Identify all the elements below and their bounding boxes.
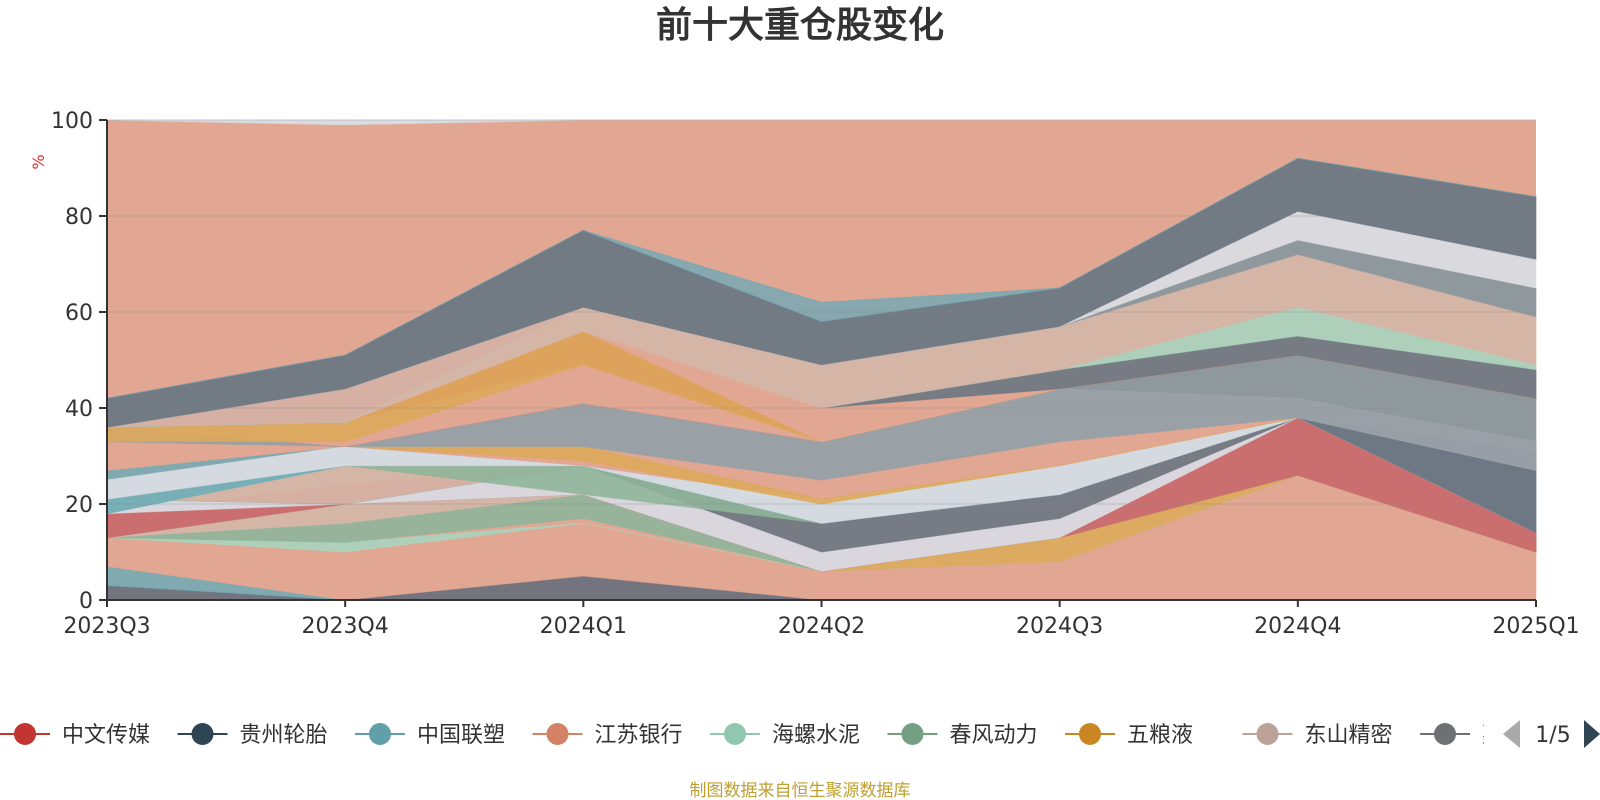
legend-prev-page-icon[interactable] [1503,720,1520,748]
y-tick-label: 80 [65,205,93,230]
x-tick-label: 2023Q3 [63,614,150,639]
y-axis-unit-label: % [29,154,48,169]
legend-label: 五粮液 [1127,723,1193,748]
legend-label: 江苏银行 [595,723,683,748]
area-bands [106,119,1537,601]
legend-label: 中文传媒 [62,723,150,748]
y-axis-ticks: 0 20 40 60 80 100 [51,109,107,614]
legend-item[interactable]: 五粮液 [1065,723,1193,748]
legend-label: 嘉友国际 [1482,723,1570,748]
legend-label: 中国联塑 [417,723,505,748]
legend-label: 贵州轮胎 [240,723,328,748]
legend-item[interactable]: 中文传媒 [0,723,150,748]
legend-label: 东山精密 [1305,723,1393,748]
x-tick-label: 2024Q1 [540,614,627,639]
legend-marker-icon [546,723,569,745]
legend-item[interactable]: 贵州轮胎 [177,723,328,748]
legend-marker-icon [191,723,214,745]
legend: 中文传媒 贵州轮胎 中国联塑 江苏银行 海螺水泥 春风动力 五粮液 东山精密 嘉友国际 [0,723,1570,748]
legend-marker-icon [1434,723,1456,745]
legend-pager: 1/5 [1503,720,1600,748]
legend-item[interactable]: 中国联塑 [355,723,505,748]
y-tick-label: 60 [65,301,93,326]
legend-marker-icon [14,723,36,745]
x-tick-label: 2024Q3 [1016,614,1103,639]
y-tick-label: 0 [79,589,93,614]
legend-item[interactable]: 东山精密 [1242,723,1393,748]
x-tick-label: 2025Q1 [1492,614,1579,639]
legend-marker-icon [901,723,924,745]
legend-label: 海螺水泥 [772,723,860,748]
legend-item[interactable]: 春风动力 [887,723,1038,748]
legend-marker-icon [369,723,391,745]
x-axis-ticks: 2023Q3 2023Q4 2024Q1 2024Q2 2024Q3 2024Q4 2025… [63,600,1580,639]
legend-item[interactable]: 江苏银行 [532,723,683,748]
area-band-31 [106,119,1536,126]
legend-marker-icon [724,723,746,745]
x-tick-label: 2024Q4 [1254,614,1341,639]
legend-next-page-icon[interactable] [1584,720,1600,748]
chart-title: 前十大重仓股变化 [656,4,944,46]
grid-lines [107,119,1536,601]
y-tick-label: 20 [65,493,93,518]
y-tick-label: 40 [65,397,93,422]
area-band-30 [106,157,1537,399]
legend-label: 春风动力 [950,723,1038,748]
legend-marker-icon [1079,723,1101,745]
x-tick-label: 2023Q4 [302,614,389,639]
legend-marker-icon [1256,723,1279,745]
legend-page-indicator: 1/5 [1535,723,1570,748]
x-tick-label: 2024Q2 [778,614,865,639]
legend-item[interactable]: 嘉友国际 [1420,723,1570,748]
data-source-footer: 制图数据来自恒生聚源数据库 [690,781,911,800]
legend-item[interactable]: 海螺水泥 [710,723,860,748]
y-tick-label: 100 [51,109,93,134]
